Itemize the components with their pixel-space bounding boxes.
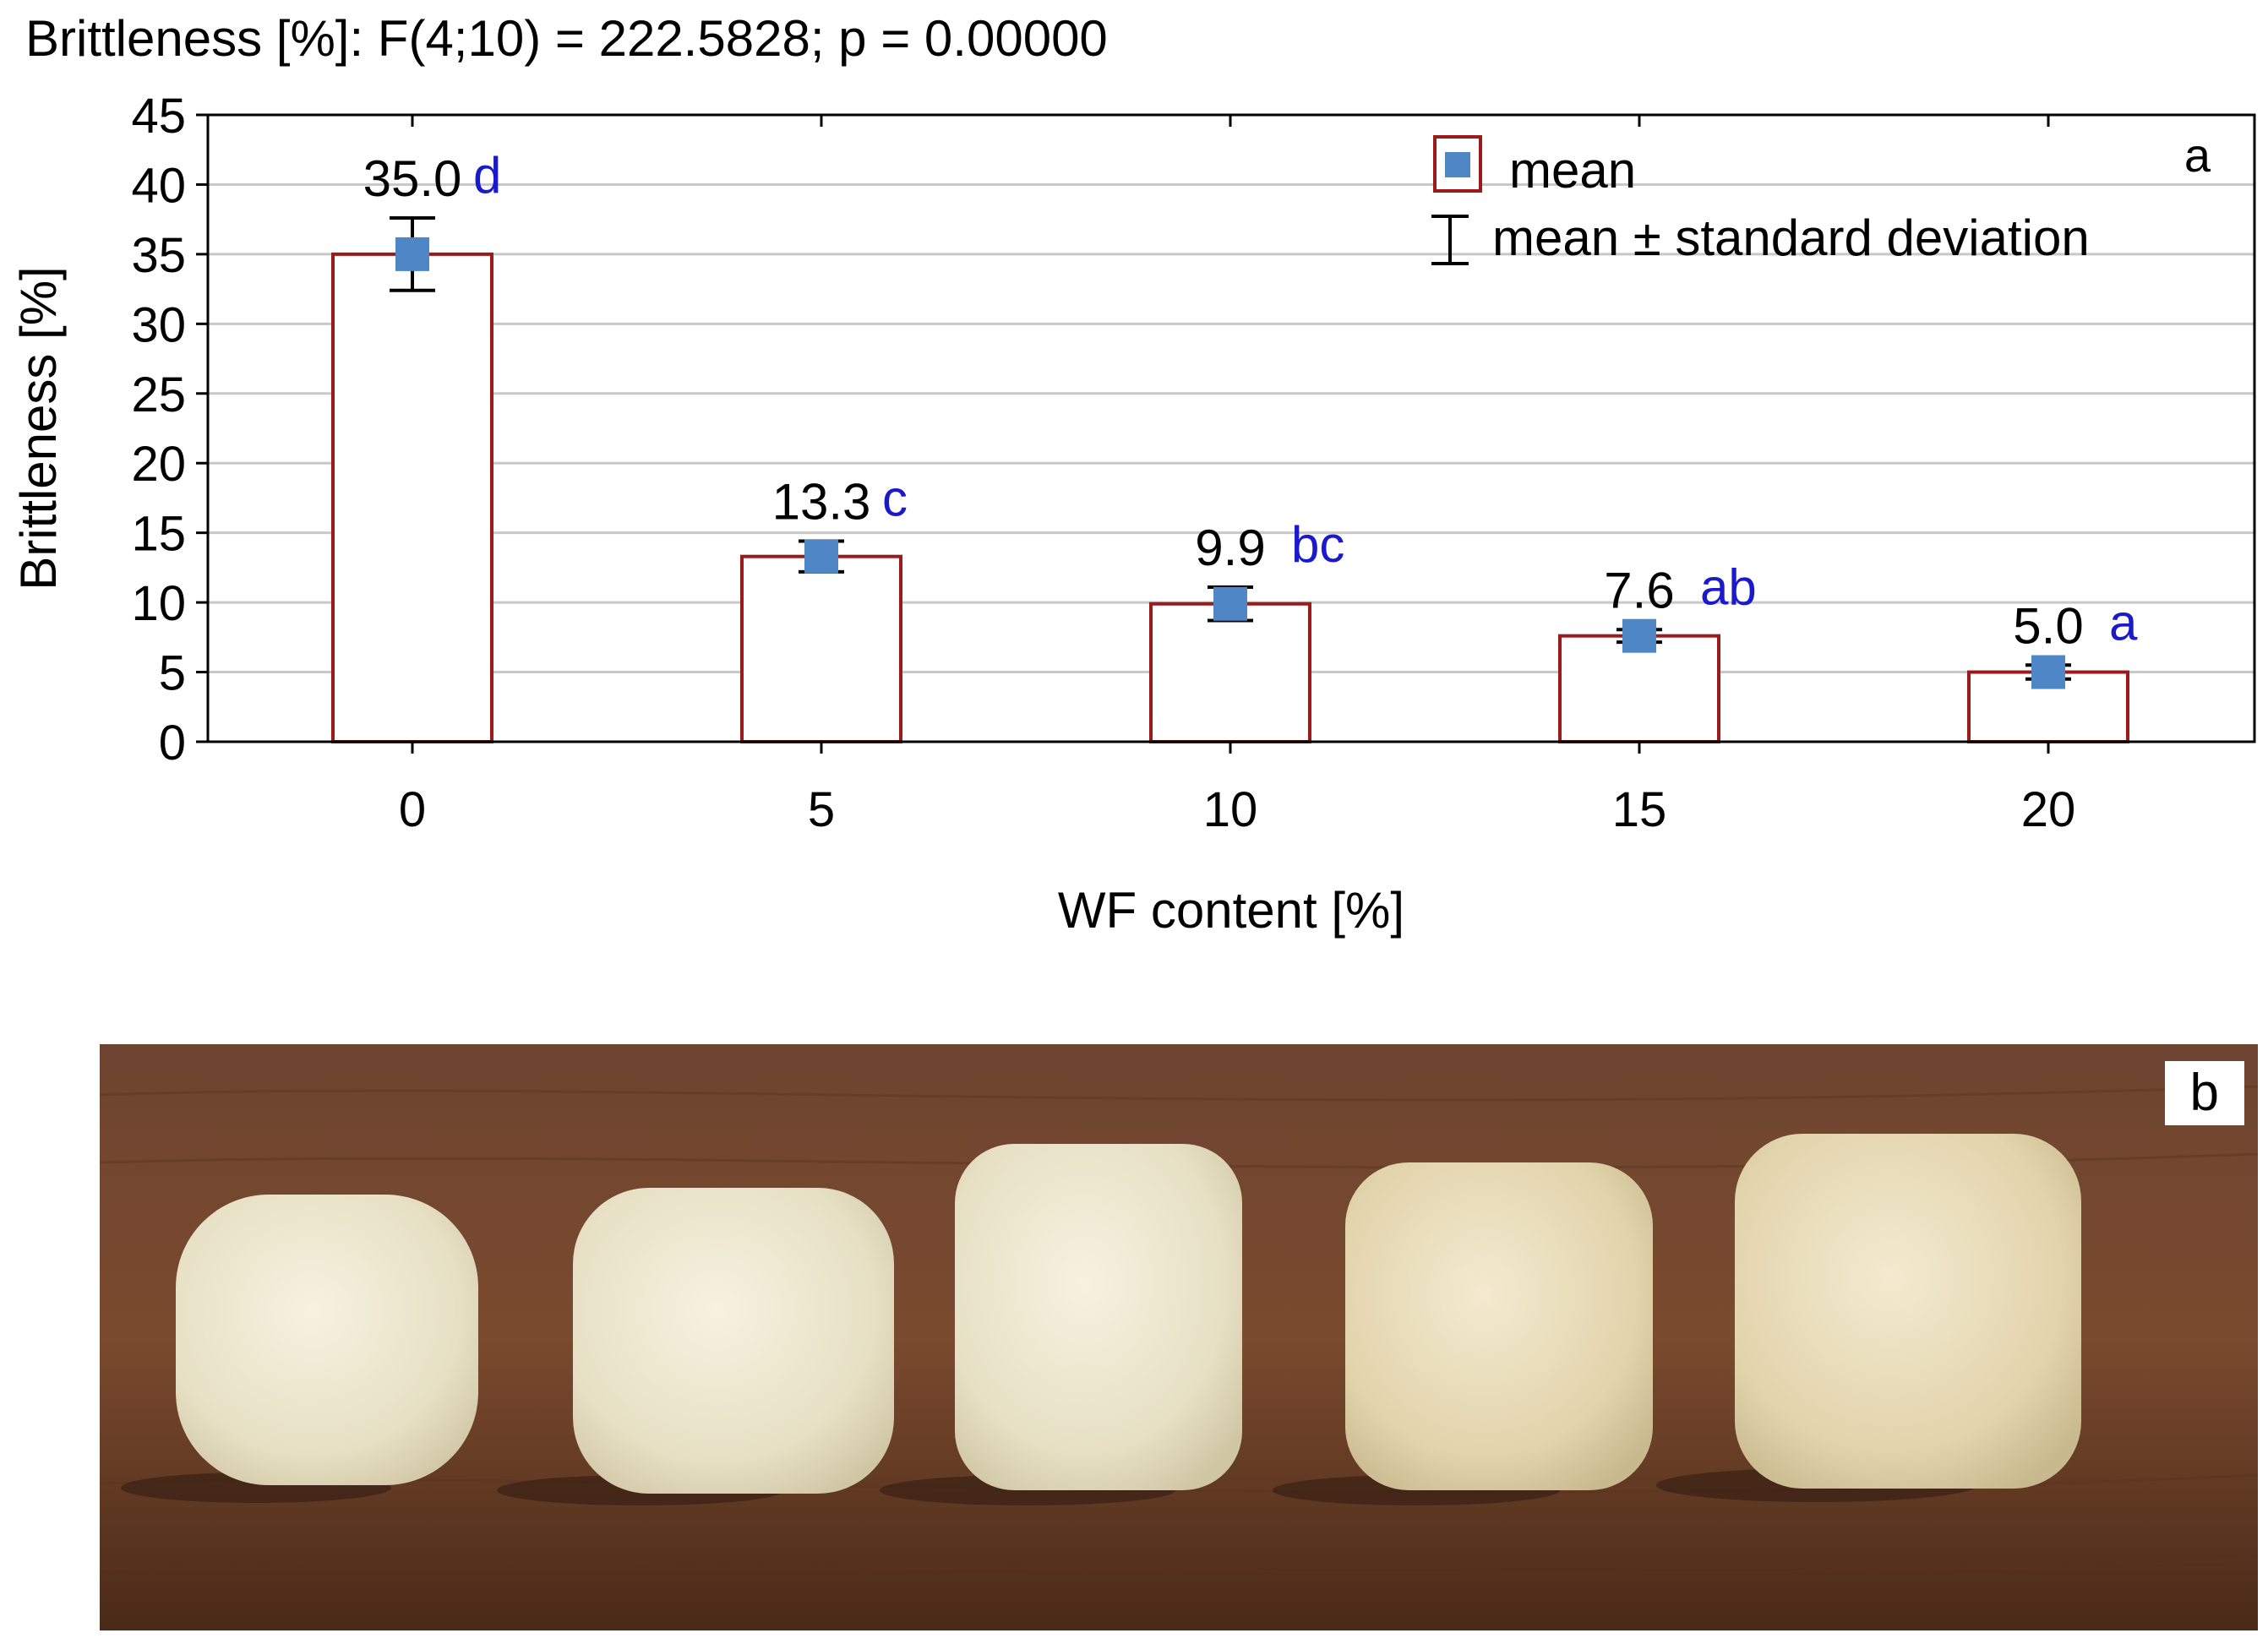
x-axis-ticks: 0 5 10 15 20 — [399, 115, 2075, 837]
y-tick-label-15: 15 — [131, 507, 186, 562]
bar-10 — [1149, 602, 1311, 744]
bar-0 — [331, 252, 493, 743]
x-tick-label-10: 10 — [1203, 782, 1258, 837]
group-letter-5: c — [882, 471, 908, 527]
x-tick-label-15: 15 — [1612, 782, 1667, 837]
chart-title: Brittleness [%]: F(4;10) = 222.5828; p =… — [25, 10, 1108, 67]
legend: mean mean ± standard deviation — [1431, 135, 2090, 266]
value-label-15: 7.6 — [1604, 562, 1674, 618]
mean-marker-0 — [395, 237, 429, 271]
group-letter-10: bc — [1291, 516, 1344, 573]
legend-errorbar-symbol — [1431, 215, 1469, 265]
y-axis-ticks: 0 5 10 15 20 25 30 35 40 45 — [131, 89, 208, 770]
sample-10 — [880, 1144, 1242, 1505]
legend-mean-label: mean — [1509, 142, 1636, 199]
y-axis-label: Brittleness [%] — [10, 266, 67, 590]
bars: 35.0 d 13.3 c 9.9 bc 7.6 ab 5.0 a — [331, 147, 2138, 744]
bar-5 — [740, 554, 902, 743]
x-tick-label-0: 0 — [399, 782, 426, 837]
mean-marker-5 — [804, 539, 838, 574]
legend-mean-marker — [1445, 152, 1470, 177]
group-letter-20: a — [2109, 594, 2138, 651]
value-label-20: 5.0 — [2013, 597, 2083, 654]
y-tick-label-0: 0 — [159, 716, 186, 770]
legend-sd-label: mean ± standard deviation — [1492, 210, 2090, 266]
sample-20 — [1656, 1134, 2081, 1502]
x-axis-label: WF content [%] — [1058, 882, 1404, 939]
y-tick-label-25: 25 — [131, 367, 186, 422]
mean-marker-15 — [1622, 618, 1656, 653]
gridlines — [208, 182, 2254, 674]
y-tick-label-35: 35 — [131, 228, 186, 283]
value-label-10: 9.9 — [1195, 520, 1265, 576]
samples-photo: b — [100, 1044, 2258, 1630]
mean-marker-10 — [1213, 586, 1247, 621]
y-tick-label-10: 10 — [131, 576, 186, 631]
brittleness-chart: Brittleness [%]: F(4;10) = 222.5828; p =… — [10, 10, 2256, 939]
y-tick-label-5: 5 — [159, 646, 186, 701]
mean-marker-20 — [2031, 655, 2065, 689]
panel-label-a: a — [2184, 128, 2211, 182]
panel-label-b: b — [2164, 1061, 2244, 1125]
y-tick-label-30: 30 — [131, 297, 186, 352]
value-label-0: 35.0 — [363, 150, 462, 207]
group-letter-0: d — [473, 147, 501, 204]
y-tick-label-40: 40 — [131, 158, 186, 213]
sample-0 — [121, 1195, 478, 1503]
value-label-5: 13.3 — [772, 474, 871, 531]
y-tick-label-45: 45 — [131, 89, 186, 144]
x-tick-label-20: 20 — [2021, 782, 2076, 837]
group-letter-15: ab — [1700, 558, 1757, 615]
sample-5 — [497, 1188, 894, 1505]
x-tick-label-5: 5 — [808, 782, 835, 837]
sample-15 — [1273, 1162, 1653, 1505]
bar-15 — [1558, 634, 1720, 743]
y-tick-label-20: 20 — [131, 437, 186, 492]
